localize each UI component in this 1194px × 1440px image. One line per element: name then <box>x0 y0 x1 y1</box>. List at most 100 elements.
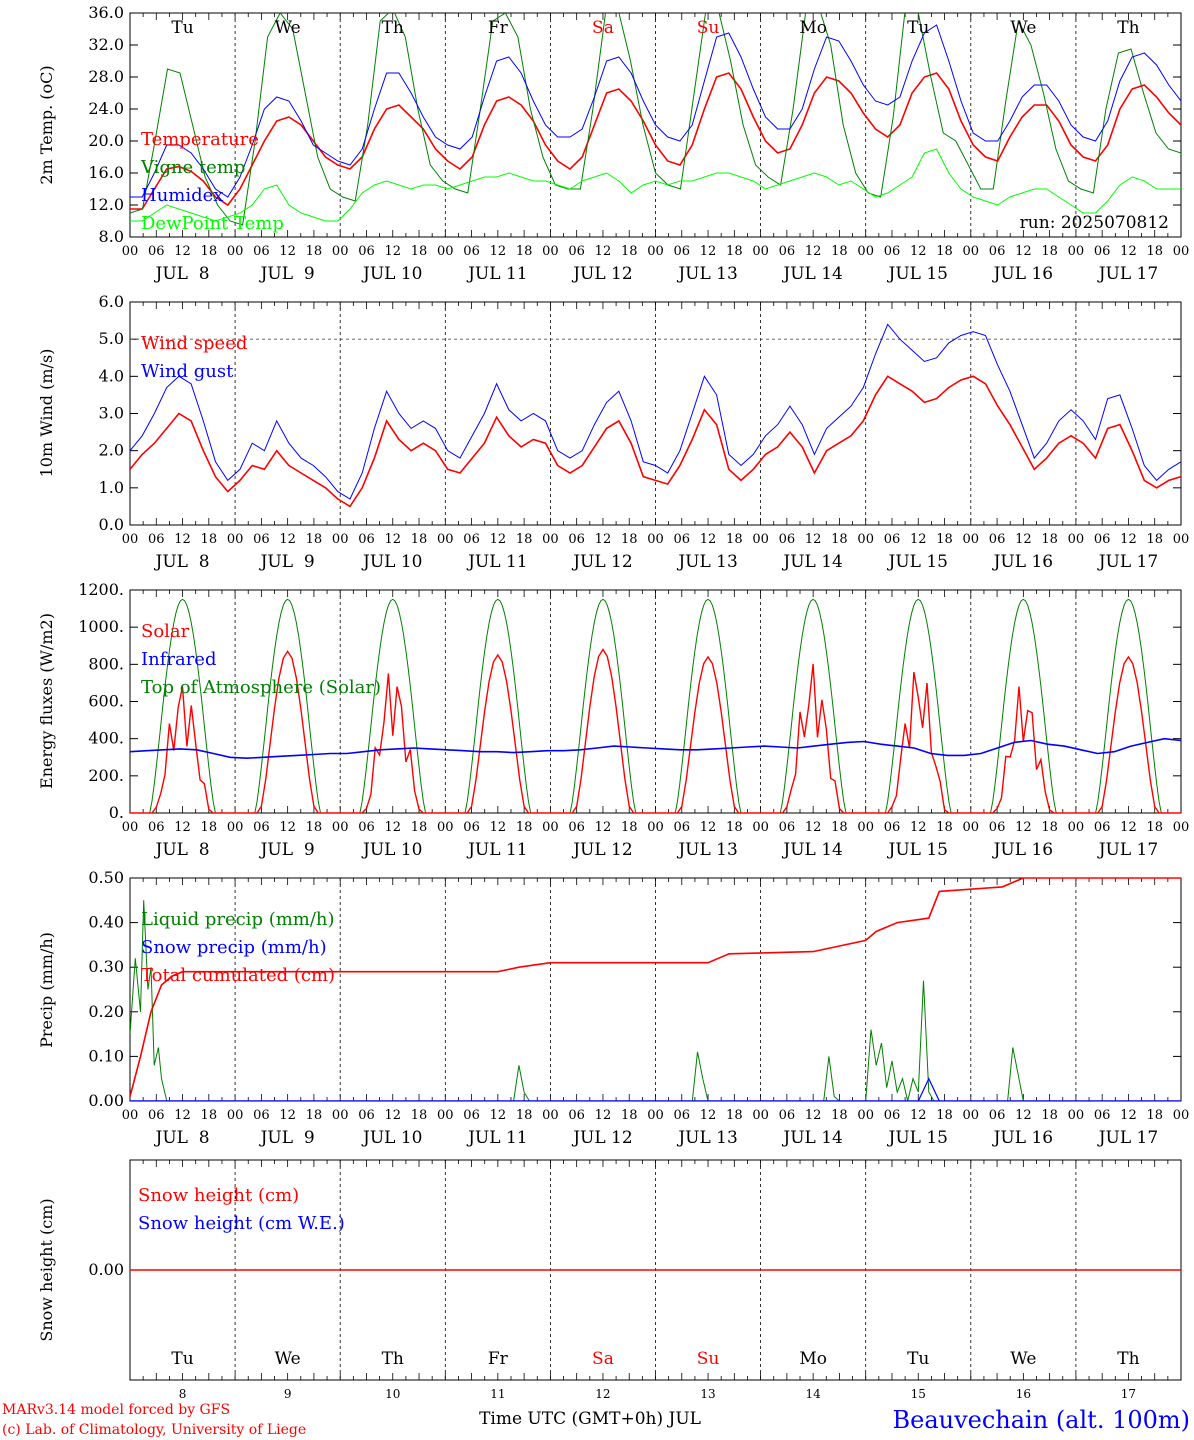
x-hour-label: 06 <box>674 532 691 547</box>
x-hour-label: 12 <box>490 532 507 547</box>
legend-entry: Wind gust <box>141 361 234 382</box>
x-date-label: JUL 11 <box>466 840 527 860</box>
x-hour-label: 12 <box>700 244 717 259</box>
x-hour-label: 12 <box>910 532 927 547</box>
x-hour-label: 18 <box>1041 1108 1058 1123</box>
y-tick-label: 0.40 <box>88 913 124 932</box>
x-hour-label: 06 <box>358 820 375 835</box>
x-hour-label: 18 <box>831 1108 848 1123</box>
x-hour-label: 00 <box>857 1108 874 1123</box>
y-axis-label: Snow height (cm) <box>37 1198 56 1341</box>
weekday-label: We <box>275 1349 301 1369</box>
y-tick-label: 0.50 <box>88 868 124 887</box>
legend-entry: Wind speed <box>141 333 247 354</box>
x-hour-label: 00 <box>122 1108 139 1123</box>
day-number-label: 17 <box>1121 1387 1136 1401</box>
day-number-label: 13 <box>700 1387 715 1401</box>
x-date-label: JUL 12 <box>571 1128 632 1148</box>
x-hour-label: 18 <box>201 532 218 547</box>
x-hour-label: 00 <box>647 820 664 835</box>
x-hour-label: 18 <box>516 244 533 259</box>
x-hour-label: 00 <box>332 244 349 259</box>
x-date-label: JUL 8 <box>154 264 210 284</box>
x-hour-label: 00 <box>542 820 559 835</box>
x-hour-label: 06 <box>253 244 270 259</box>
series-line-toa <box>130 598 1181 813</box>
x-hour-label: 00 <box>542 1108 559 1123</box>
x-hour-label: 06 <box>253 820 270 835</box>
x-hour-label: 12 <box>910 820 927 835</box>
x-hour-label: 18 <box>936 820 953 835</box>
x-date-label: JUL 14 <box>781 1128 842 1148</box>
x-date-label: JUL 14 <box>781 840 842 860</box>
x-hour-label: 00 <box>963 820 980 835</box>
x-date-label: JUL 16 <box>992 264 1053 284</box>
x-hour-label: 12 <box>174 532 191 547</box>
x-date-label: JUL 9 <box>259 264 315 284</box>
legend-entry: Temperature <box>141 129 259 150</box>
x-date-label: JUL 13 <box>676 840 737 860</box>
weekday-label: Fr <box>488 18 509 38</box>
x-hour-label: 00 <box>1173 532 1190 547</box>
panel-1: 8.0 12.0 16.0 20.0 24.0 28.0 32.0 36.0 2m Temp. … <box>37 3 1189 284</box>
x-hour-label: 06 <box>358 1108 375 1123</box>
x-hour-label: 12 <box>1015 244 1032 259</box>
x-hour-label: 18 <box>201 820 218 835</box>
y-tick-label: 32.0 <box>88 35 124 54</box>
panel-5: 0.00 Snow height (cm) Snow height (cm) Snow… <box>37 1159 1182 1401</box>
x-hour-label: 06 <box>148 1108 165 1123</box>
x-hour-label: 12 <box>384 1108 401 1123</box>
x-hour-label: 12 <box>490 244 507 259</box>
x-hour-label: 00 <box>963 1108 980 1123</box>
x-axis-label: Time UTC (GMT+0h) JUL <box>479 1409 701 1429</box>
x-hour-label: 18 <box>516 532 533 547</box>
x-date-label: JUL 13 <box>676 1128 737 1148</box>
x-hour-label: 18 <box>831 244 848 259</box>
day-number-label: 11 <box>490 1387 505 1401</box>
x-hour-label: 12 <box>174 244 191 259</box>
weekday-label: Sa <box>592 18 614 38</box>
x-hour-label: 18 <box>1146 532 1163 547</box>
lab-credit: (c) Lab. of Climatology, University of L… <box>2 1422 306 1438</box>
x-hour-label: 12 <box>384 820 401 835</box>
x-date-label: JUL 11 <box>466 552 527 572</box>
y-tick-label: 12.0 <box>88 195 124 214</box>
y-tick-label: 5.0 <box>99 329 124 348</box>
y-axis-label: Energy fluxes (W/m2) <box>37 613 56 789</box>
x-hour-label: 00 <box>857 244 874 259</box>
day-number-label: 14 <box>806 1387 822 1401</box>
x-date-label: JUL 14 <box>781 264 842 284</box>
day-number-label: 15 <box>911 1387 926 1401</box>
legend-entry: Solar <box>141 621 190 642</box>
x-date-label: JUL 15 <box>887 552 948 572</box>
x-hour-label: 06 <box>568 532 585 547</box>
weekday-label: Sa <box>592 1349 614 1369</box>
plot-frame <box>129 301 1182 526</box>
x-date-label: JUL 17 <box>1097 1128 1158 1148</box>
x-hour-label: 00 <box>963 532 980 547</box>
x-date-label: JUL 12 <box>571 552 632 572</box>
x-date-label: JUL 17 <box>1097 552 1158 572</box>
weekday-label: We <box>1010 1349 1036 1369</box>
x-hour-label: 12 <box>910 1108 927 1123</box>
x-hour-label: 06 <box>989 820 1006 835</box>
weekday-label: Tu <box>907 1349 929 1369</box>
x-hour-label: 00 <box>542 532 559 547</box>
x-hour-label: 12 <box>1120 532 1137 547</box>
x-hour-label: 06 <box>463 1108 480 1123</box>
x-date-label: JUL 8 <box>154 840 210 860</box>
x-hour-label: 18 <box>621 1108 638 1123</box>
x-date-label: JUL 13 <box>676 264 737 284</box>
x-hour-label: 06 <box>463 244 480 259</box>
x-hour-label: 00 <box>437 532 454 547</box>
x-hour-label: 12 <box>174 820 191 835</box>
x-hour-label: 00 <box>437 1108 454 1123</box>
x-hour-label: 12 <box>805 532 822 547</box>
x-hour-label: 06 <box>779 532 796 547</box>
day-number-label: 16 <box>1016 1387 1031 1401</box>
station-label: Beauvechain (alt. 100m) <box>892 1406 1190 1434</box>
x-hour-label: 06 <box>358 244 375 259</box>
x-hour-label: 06 <box>989 532 1006 547</box>
legend-entry: Snow height (cm W.E.) <box>138 1213 345 1234</box>
weekday-label: Fr <box>488 1349 509 1369</box>
